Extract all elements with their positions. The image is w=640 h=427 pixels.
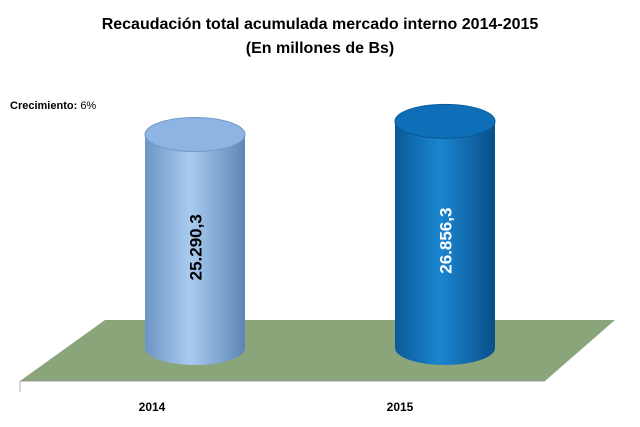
chart-floor: [20, 320, 615, 381]
bar-cap-2014: [144, 117, 246, 153]
bar-body-2014: [145, 134, 245, 365]
chart-title: Recaudación total acumulada mercado inte…: [101, 16, 539, 33]
value-label-2014: 25.290,3: [186, 214, 205, 280]
bar-2015: 26.856,3: [394, 103, 496, 365]
bar-body-2015: [395, 121, 495, 365]
category-label-2014: 2014: [139, 400, 166, 414]
value-label-2015: 26.856,3: [436, 208, 455, 274]
growth-annotation: Crecimiento: 6%: [10, 100, 96, 112]
bar-2014: 25.290,3: [144, 117, 246, 365]
bar-cap-2015: [394, 103, 496, 139]
category-label-2015: 2015: [387, 400, 414, 414]
growth-value: 6%: [80, 100, 97, 112]
chart-subtitle: (En millones de Bs): [245, 40, 395, 57]
growth-label: Crecimiento:: [10, 100, 78, 112]
bars-layer: 25.290,3 26.856,3: [144, 103, 496, 365]
